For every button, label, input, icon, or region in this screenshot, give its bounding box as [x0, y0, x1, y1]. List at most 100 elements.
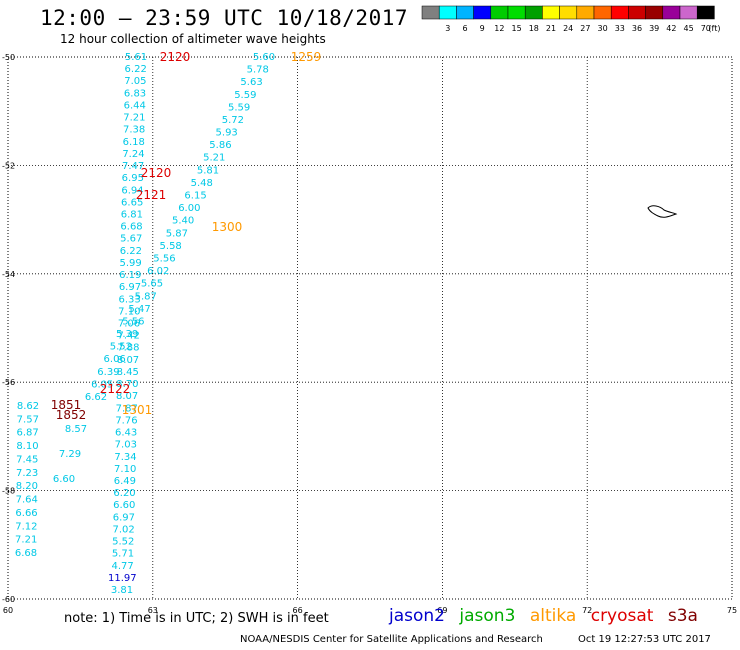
scale-swatch: [662, 5, 681, 20]
scale-swatch: [421, 5, 440, 20]
wave-height-value: 6.83: [124, 88, 146, 99]
scale-label: 15: [512, 24, 522, 33]
scale-swatch: [576, 5, 595, 20]
footer-timestamp: Oct 19 12:27:53 UTC 2017: [578, 634, 711, 645]
scale-swatch: [524, 5, 543, 20]
wave-height-value: 6.81: [121, 209, 143, 220]
axis-tick-labels: 60 63 66 69 72 75 -50 -52 -54 -56 -58 -60: [2, 53, 737, 615]
lon-tick-label: 69: [437, 606, 447, 615]
wave-height-value: 6.20: [113, 488, 135, 499]
wave-height-value: 6.00: [178, 203, 200, 214]
wave-height-value: 5.86: [209, 140, 231, 151]
wave-height-value: 6.39: [97, 367, 119, 378]
wave-height-value: 8.45: [117, 367, 139, 378]
scale-swatch: [559, 5, 578, 20]
wave-height-value: 6.19: [119, 270, 141, 281]
wave-height-value: 5.99: [119, 258, 141, 269]
wave-height-value: 6.60: [53, 474, 75, 485]
wave-height-value: 7.64: [16, 495, 38, 506]
wave-height-value: 5.61: [125, 52, 147, 63]
wave-height-value: 7.47: [122, 161, 144, 172]
scale-swatch: [628, 5, 646, 20]
wave-height-value: 7.12: [15, 521, 37, 532]
legend-cryosat: cryosat: [590, 606, 654, 626]
wave-height-value: 7.10: [118, 306, 140, 317]
footer-credit: NOAA/NESDIS Center for Satellite Applica…: [240, 634, 543, 645]
lat-tick-label: -56: [2, 378, 15, 387]
lat-tick-label: -60: [2, 595, 15, 604]
wave-height-value: 5.21: [203, 153, 225, 164]
wave-height-value: 8.07: [117, 355, 139, 366]
wave-height-value: 8.10: [16, 441, 38, 452]
wave-height-value: 6.95: [122, 173, 144, 184]
wave-height-value: 6.94: [121, 185, 143, 196]
wave-height-value: 5.47: [128, 304, 150, 315]
wave-height-value: 4.77: [112, 561, 134, 572]
satellite-legend: jason2 jason3 altika cryosat s3a: [389, 606, 707, 626]
wave-height-value: 5.71: [112, 549, 134, 560]
wave-height-value: 7.87: [116, 403, 138, 414]
wave-height-value: 6.43: [115, 428, 137, 439]
color-scale: 3 6 9 12 15 18 21 24 27 30 33 36 39 42 45 70(ft): [421, 5, 720, 33]
wave-height-value: 6.18: [123, 137, 145, 148]
pass-time-label: 2122: [100, 382, 131, 396]
scale-label: 33: [615, 24, 625, 33]
wave-height-value: 5.59: [228, 102, 250, 113]
pass-time-label: 1300: [212, 220, 243, 234]
wave-height-value: 6.22: [120, 246, 142, 257]
wave-height-value: 5.65: [141, 279, 163, 290]
scale-label: 42: [666, 24, 676, 33]
pass-time-label: 2120: [141, 166, 172, 180]
wave-height-value: 7.38: [123, 125, 145, 136]
scale-swatch: [645, 5, 664, 20]
wave-height-value: 6.06: [104, 354, 126, 365]
wave-height-value: 7.57: [17, 414, 39, 425]
scale-swatch: [679, 5, 698, 20]
scale-swatch: [456, 5, 474, 20]
wave-height-value: 7.02: [112, 524, 134, 535]
wave-height-value: 7.05: [124, 76, 146, 87]
scale-swatch: [507, 5, 526, 20]
pass-time-label: 1851: [51, 398, 82, 412]
wave-height-value: 5.56: [122, 316, 144, 327]
wave-height-value: 6.65: [121, 197, 143, 208]
wave-height-value: 7.45: [16, 454, 38, 465]
pass-time-label: 2121: [136, 188, 167, 202]
lat-tick-label: -52: [2, 161, 15, 170]
legend-s3a: s3a: [667, 606, 698, 626]
scale-swatch: [542, 5, 560, 20]
wave-height-value: 5.52: [110, 342, 132, 353]
wave-height-value: 6.68: [15, 548, 37, 559]
wave-height-value: 7.03: [115, 440, 137, 451]
scale-label: 45: [684, 24, 694, 33]
wave-height-value: 6.66: [15, 508, 37, 519]
scale-label: 27: [580, 24, 590, 33]
pass-time-label: 1259: [291, 50, 322, 64]
wave-height-value: 8.62: [17, 401, 39, 412]
wave-height-value: 5.52: [112, 537, 134, 548]
scale-label: 12: [494, 24, 504, 33]
wave-height-value: 5.87: [166, 228, 188, 239]
wave-height-value: 6.44: [124, 100, 146, 111]
wave-height-value: 5.40: [172, 216, 194, 227]
scale-unit: (ft): [708, 24, 720, 33]
wave-height-value: 5.72: [222, 115, 244, 126]
wave-height-value: 6.15: [184, 191, 206, 202]
wave-height-value: 7.76: [115, 415, 137, 426]
wave-height-value: 7.21: [15, 535, 37, 546]
wave-height-value: 7.42: [118, 331, 140, 342]
scale-label: 39: [649, 24, 659, 33]
pass-time-label: 1852: [56, 408, 87, 422]
lon-tick-label: 75: [727, 606, 737, 615]
island-outline: [647, 205, 678, 218]
wave-height-value: 6.68: [120, 222, 142, 233]
scale-label: 36: [632, 24, 642, 33]
lon-tick-label: 72: [582, 606, 592, 615]
pass-time-label: 2120: [160, 50, 191, 64]
wave-height-value: 6.02: [147, 266, 169, 277]
legend-jason3: jason3: [459, 606, 516, 626]
wave-height-value: 6.05: [91, 379, 113, 390]
map-subtitle: 12 hour collection of altimeter wave hei…: [60, 32, 326, 46]
